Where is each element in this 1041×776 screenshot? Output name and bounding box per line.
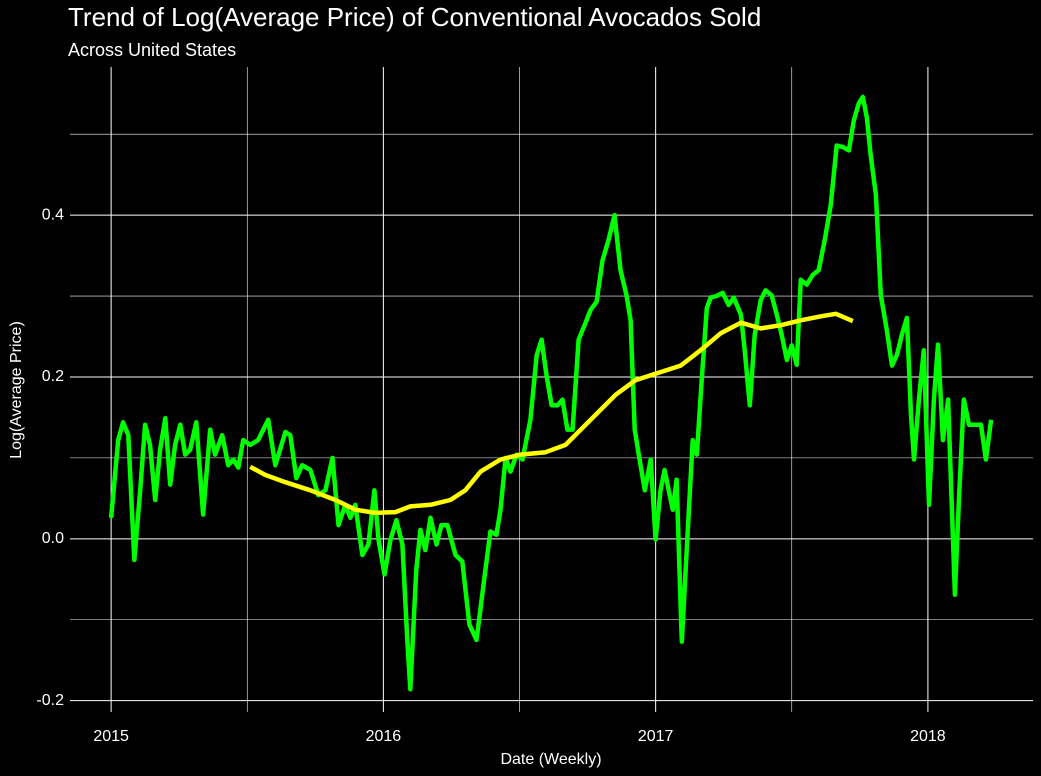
- y-tick-label: 0.4: [42, 206, 64, 223]
- plot: [108, 94, 994, 692]
- series-line: [108, 94, 994, 692]
- chart-title: Trend of Log(Average Price) of Conventio…: [68, 2, 761, 32]
- x-axis-title: Date (Weekly): [500, 751, 601, 768]
- x-tick-label: 2015: [93, 728, 129, 745]
- grid: -0.2 0.0 0.2 0.4 2015 2016 2017 2018: [36, 67, 1033, 745]
- y-tick-label: 0.0: [42, 530, 64, 547]
- series-line: [249, 311, 854, 516]
- y-tick-label: -0.2: [36, 692, 64, 709]
- y-axis-title: Log(Average Price): [8, 321, 25, 459]
- x-tick-label: 2017: [638, 728, 674, 745]
- chart-subtitle: Across United States: [68, 40, 236, 60]
- x-tick-label: 2016: [366, 728, 402, 745]
- y-tick-label: 0.2: [42, 368, 64, 385]
- x-tick-label: 2018: [910, 728, 946, 745]
